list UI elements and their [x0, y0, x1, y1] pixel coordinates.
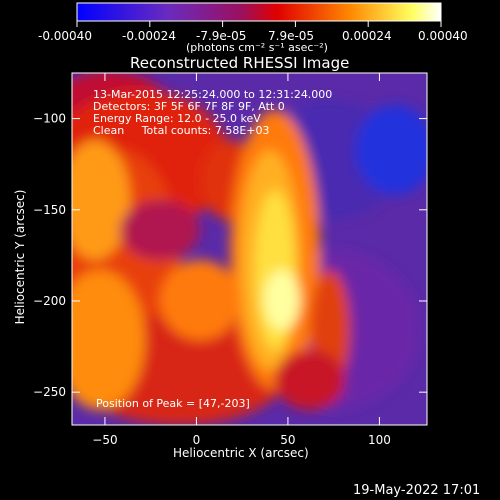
x-tick-label: −50	[92, 433, 117, 447]
annotation-clean-counts: Clean Total counts: 7.58E+03	[93, 124, 270, 137]
chart-title: Reconstructed RHESSI Image	[130, 54, 350, 72]
colorbar-gradient	[76, 2, 442, 22]
plot-frame	[71, 72, 428, 426]
x-tick-label: 0	[193, 433, 201, 447]
y-axis-label: Heliocentric Y (arcsec)	[13, 189, 27, 325]
colorbar	[76, 2, 442, 27]
y-tick-label: −150	[33, 203, 66, 217]
annotation-energy: Energy Range: 12.0 - 25.0 keV	[93, 112, 261, 125]
y-tick-label: −250	[33, 385, 66, 399]
colorbar-units: (photons cm⁻² s⁻¹ asec⁻²)	[186, 41, 328, 54]
colorbar-tick-label-2: -7.9e-05	[196, 29, 247, 43]
annotation-time-range: 13-Mar-2015 12:25:24.000 to 12:31:24.000	[93, 88, 333, 101]
peak-position-label: Position of Peak = [47,-203]	[96, 397, 250, 410]
y-axis: −100 −150 −200 −250	[33, 112, 427, 399]
x-tick-label: 50	[280, 433, 295, 447]
colorbar-tick-label-3: 7.9e-05	[268, 29, 315, 43]
footer-timestamp: 19-May-2022 17:01	[353, 483, 481, 498]
y-tick-label: −100	[33, 112, 66, 126]
x-axis-label: Heliocentric X (arcsec)	[173, 446, 309, 460]
colorbar-tick-label-4: 0.00024	[342, 29, 392, 43]
x-axis: −50 0 50 100	[92, 73, 391, 447]
x-tick-label: 100	[368, 433, 391, 447]
colorbar-tick-label-5: 0.00040	[418, 29, 468, 43]
colorbar-tick-label-0: -0.00040	[38, 29, 92, 43]
heatmap-image	[72, 73, 427, 425]
y-tick-label: −200	[33, 294, 66, 308]
colorbar-tick-label-1: -0.00024	[122, 29, 176, 43]
colorbar-ticks	[76, 21, 442, 27]
annotation-detectors: Detectors: 3F 5F 6F 7F 8F 9F, Att 0	[93, 100, 285, 113]
